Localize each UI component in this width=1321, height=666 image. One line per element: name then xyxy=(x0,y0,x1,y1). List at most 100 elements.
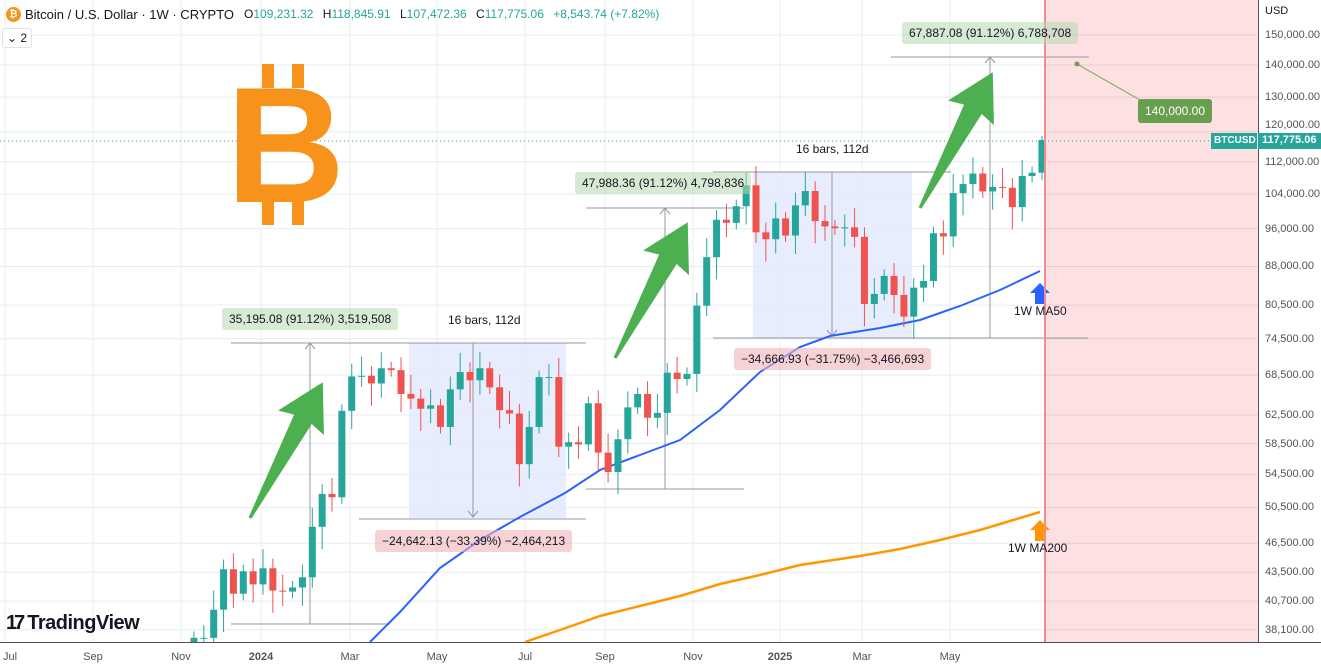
time-axis[interactable]: Jul Sep Nov 2024 Mar May Jul Sep Nov 2025 Mar May xyxy=(0,642,1321,666)
candle[interactable] xyxy=(851,208,859,248)
candle[interactable] xyxy=(614,429,622,495)
candle[interactable] xyxy=(190,631,198,642)
candle[interactable] xyxy=(367,366,375,406)
candle[interactable] xyxy=(446,376,454,446)
drop-label-2[interactable]: −34,666.93 (−31.75%) −3,466,693 xyxy=(734,348,932,370)
candle[interactable] xyxy=(880,269,888,301)
candle[interactable] xyxy=(200,624,208,642)
rise-label-2[interactable]: 47,988.36 (91.12%) 4,798,836 xyxy=(575,172,752,194)
candle[interactable] xyxy=(801,171,809,216)
candle[interactable] xyxy=(417,388,425,432)
candle[interactable] xyxy=(318,484,326,550)
candle[interactable] xyxy=(762,222,770,262)
candle[interactable] xyxy=(644,381,652,437)
legend-toggle-button[interactable]: ⌄ 2 xyxy=(2,28,32,48)
candle[interactable] xyxy=(634,387,642,414)
candle[interactable] xyxy=(920,265,928,303)
candle[interactable] xyxy=(722,203,730,238)
candle[interactable] xyxy=(239,564,247,601)
candle[interactable] xyxy=(969,157,977,199)
candle[interactable] xyxy=(456,352,464,400)
candle[interactable] xyxy=(545,364,553,396)
candle[interactable] xyxy=(328,477,336,512)
candle[interactable] xyxy=(870,277,878,319)
candle[interactable] xyxy=(289,581,297,599)
candle[interactable] xyxy=(1018,159,1026,222)
candle[interactable] xyxy=(821,205,829,241)
candle[interactable] xyxy=(427,389,435,424)
candle[interactable] xyxy=(772,202,780,254)
candle[interactable] xyxy=(496,374,504,429)
candle[interactable] xyxy=(338,404,346,504)
candle[interactable] xyxy=(565,432,573,469)
candle[interactable] xyxy=(269,558,277,613)
candle[interactable] xyxy=(673,356,681,394)
candle[interactable] xyxy=(959,174,967,216)
candle[interactable] xyxy=(860,227,868,327)
candle[interactable] xyxy=(900,275,908,328)
tradingview-logo[interactable]: 17 TradingView xyxy=(6,612,140,635)
rise-label-3[interactable]: 67,887.08 (91.12%) 6,788,708 xyxy=(902,22,1079,44)
candle[interactable] xyxy=(249,558,257,603)
candle[interactable] xyxy=(752,166,760,243)
candle[interactable] xyxy=(584,396,592,451)
candle[interactable] xyxy=(979,167,987,199)
candle[interactable] xyxy=(407,374,415,410)
target-price-label[interactable]: 140,000.00 xyxy=(1138,99,1212,123)
candle[interactable] xyxy=(466,362,474,403)
candle[interactable] xyxy=(811,181,819,244)
candle[interactable] xyxy=(890,263,898,314)
candle[interactable] xyxy=(555,357,563,458)
candle[interactable] xyxy=(831,219,839,235)
candle[interactable] xyxy=(703,238,711,317)
candle[interactable] xyxy=(782,211,790,243)
candle[interactable] xyxy=(308,507,316,588)
candle[interactable] xyxy=(229,553,237,609)
candle[interactable] xyxy=(653,393,661,429)
candle[interactable] xyxy=(693,292,701,393)
candle[interactable] xyxy=(910,278,918,339)
candle[interactable] xyxy=(624,391,632,454)
candle[interactable] xyxy=(989,174,997,210)
candle[interactable] xyxy=(377,352,385,398)
candle[interactable] xyxy=(348,363,356,430)
candle[interactable] xyxy=(506,391,513,424)
candle[interactable] xyxy=(999,167,1006,199)
candle[interactable] xyxy=(1038,136,1046,180)
candle[interactable] xyxy=(358,356,366,387)
candle[interactable] xyxy=(436,398,444,434)
range-label-2[interactable]: 16 bars, 112d xyxy=(796,142,869,156)
price-axis[interactable]: 150,000.00 140,000.00 130,000.00 120,000.00… xyxy=(1258,0,1321,642)
currency-label[interactable]: USD xyxy=(1262,3,1292,19)
candle[interactable] xyxy=(683,367,691,386)
candle[interactable] xyxy=(387,361,395,377)
candle[interactable] xyxy=(663,362,671,436)
candle[interactable] xyxy=(713,210,721,280)
candle[interactable] xyxy=(535,370,543,434)
candle[interactable] xyxy=(259,549,267,595)
candle[interactable] xyxy=(220,559,228,632)
candle[interactable] xyxy=(594,390,602,471)
candle[interactable] xyxy=(486,361,494,394)
candle[interactable] xyxy=(525,410,533,479)
candle[interactable] xyxy=(939,220,947,255)
drop-label-1[interactable]: −24,642.13 (−33.39%) −2,464,213 xyxy=(375,530,573,552)
target-point[interactable] xyxy=(1074,61,1080,67)
candle[interactable] xyxy=(929,226,937,288)
candle[interactable] xyxy=(604,433,612,483)
ma200-line[interactable] xyxy=(524,510,1041,644)
candle[interactable] xyxy=(298,564,306,606)
candle[interactable] xyxy=(791,192,799,254)
candle[interactable] xyxy=(732,199,740,230)
rise-label-1[interactable]: 35,195.08 (91.12%) 3,519,508 xyxy=(222,308,399,330)
candle[interactable] xyxy=(949,174,957,247)
candle[interactable] xyxy=(210,590,218,642)
candle[interactable] xyxy=(476,352,484,395)
symbol-header[interactable]: ₿ Bitcoin / U.S. Dollar · 1W · CRYPTO O1… xyxy=(6,5,665,23)
candle[interactable] xyxy=(279,574,287,606)
candle[interactable] xyxy=(841,214,849,247)
candle[interactable] xyxy=(515,403,523,487)
candle[interactable] xyxy=(575,426,583,459)
range-label-1[interactable]: 16 bars, 112d xyxy=(448,313,521,327)
